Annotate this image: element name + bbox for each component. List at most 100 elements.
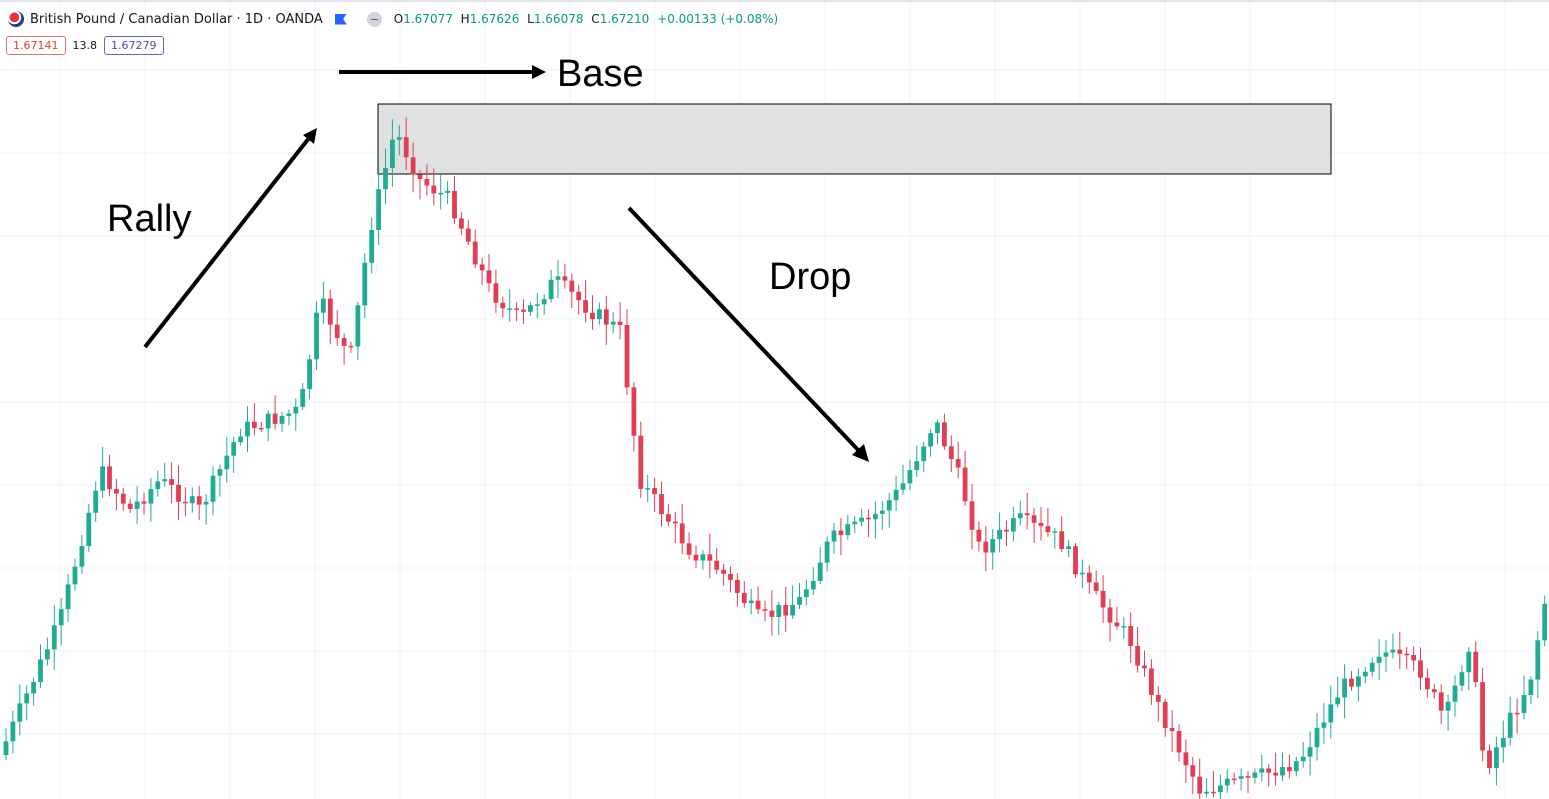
candle-body (735, 579, 740, 593)
candle-body (810, 580, 816, 590)
candle-body (597, 309, 602, 320)
candle-body (24, 693, 30, 704)
candle-body (189, 496, 195, 504)
candle-body (1155, 694, 1161, 702)
candle-body (514, 308, 519, 310)
open-label: O (393, 12, 404, 26)
candle-body (500, 302, 506, 309)
candle-body (852, 521, 858, 525)
candle-body (162, 479, 168, 482)
candle-body (45, 649, 50, 660)
candle-body (134, 501, 140, 509)
candle-body (804, 589, 809, 598)
candle-body (107, 466, 112, 490)
candle-body (176, 484, 181, 502)
candle-body (196, 496, 202, 505)
drop-arrow-line (627, 206, 862, 454)
candle-body (1197, 776, 1203, 794)
candle-body (672, 521, 678, 524)
candle-body (983, 541, 989, 553)
candle-body (783, 605, 789, 616)
candle-body (652, 488, 657, 495)
candle-body (873, 513, 878, 520)
candle-body (1418, 660, 1423, 678)
candle-body (838, 530, 844, 536)
candle-body (1066, 546, 1071, 550)
candle-body (666, 514, 671, 522)
candle-body (1376, 656, 1382, 663)
candle-body (1086, 572, 1092, 583)
candle-body (1259, 768, 1265, 773)
candle-body (265, 413, 271, 429)
candle-body (603, 309, 609, 325)
candle-body (17, 703, 23, 722)
candle-body (183, 501, 188, 504)
candle-body (790, 604, 795, 616)
ohlc-readout: O1.67077 H1.67626 L1.66078 C1.67210 +0.0… (394, 12, 778, 26)
candle-body (990, 539, 996, 553)
candle-body (907, 470, 913, 484)
candle-body (403, 137, 409, 158)
candle-body (1218, 785, 1223, 793)
candle-body (935, 422, 940, 434)
candle-body (1031, 515, 1037, 523)
low-value: 1.66078 (533, 12, 584, 26)
candle-body (1466, 651, 1472, 673)
candle-body (1073, 546, 1078, 575)
candle-body (755, 600, 761, 610)
candle-body (762, 609, 768, 611)
candle-body (534, 304, 540, 306)
candle-body (1142, 665, 1147, 669)
collapse-icon[interactable] (366, 11, 382, 27)
candle-body (224, 455, 230, 470)
candle-body (1425, 677, 1430, 690)
flag-marker-icon[interactable] (334, 13, 347, 25)
candle-body (866, 517, 871, 520)
candle-body (1224, 778, 1230, 786)
candle-body (120, 493, 126, 504)
candle-body (1100, 590, 1106, 608)
candle-body (272, 413, 278, 424)
candle-body (300, 389, 306, 407)
candle-body (424, 178, 430, 186)
candle-body (327, 298, 333, 325)
candle-body (555, 276, 561, 280)
candle-body (914, 461, 920, 471)
candle-body (679, 523, 685, 544)
candle-body (714, 560, 720, 570)
candle-body (1211, 791, 1216, 794)
candle-body (686, 543, 692, 555)
rally-label: Rally (107, 198, 192, 240)
symbol-title[interactable]: British Pound / Canadian Dollar · 1D · O… (30, 11, 323, 27)
candle-body (1431, 689, 1437, 693)
candle-body (748, 600, 754, 604)
candle-body (1128, 626, 1134, 646)
candle-body (465, 228, 471, 242)
candle-body (824, 541, 830, 563)
candle-body (1245, 776, 1251, 778)
candle-body (1045, 526, 1051, 533)
candle-body (617, 321, 623, 326)
candle-body (928, 433, 933, 447)
candle-body (1038, 522, 1044, 527)
sell-price-button[interactable]: 1.67141 (6, 36, 66, 55)
candle-body (948, 446, 954, 460)
candle-body (1383, 652, 1389, 657)
candle-body (1542, 603, 1548, 641)
candle-body (1362, 671, 1368, 677)
candle-body (217, 469, 223, 476)
close-label: C (591, 12, 600, 26)
candle-body (231, 442, 237, 456)
candle-body (341, 338, 347, 346)
candle-body (31, 682, 36, 694)
candle-body (521, 309, 526, 312)
candle-body (1480, 682, 1485, 751)
open-value: 1.67077 (403, 12, 453, 26)
candle-body (410, 157, 416, 175)
close-value: 1.67210 (599, 12, 650, 26)
buy-price-button[interactable]: 1.67279 (104, 36, 164, 55)
candle-body (1438, 692, 1444, 711)
drop-arrow-head (852, 444, 869, 462)
